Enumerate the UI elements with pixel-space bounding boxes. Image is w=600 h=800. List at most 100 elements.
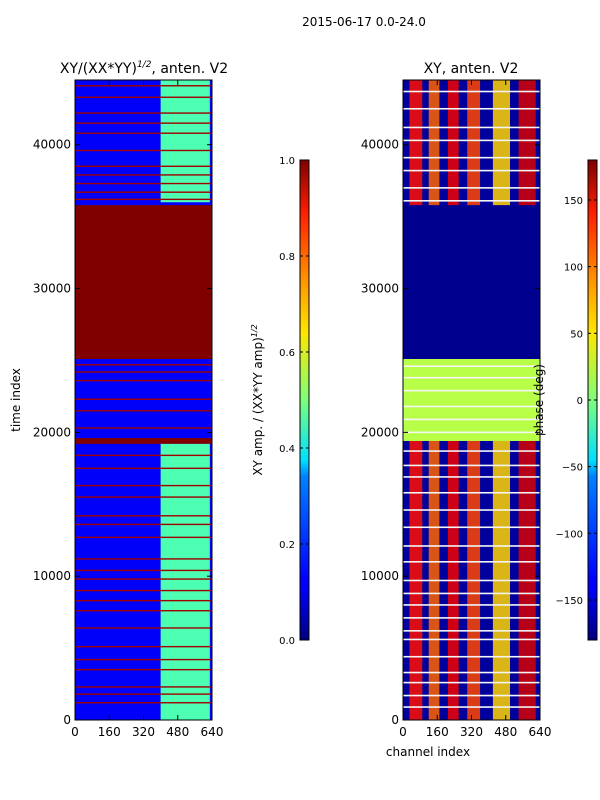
phase-x-tick-label: 160 (426, 725, 449, 739)
phase-band-row (403, 638, 540, 641)
phase-colorbar: phase (deg) −150 −100 −50 0 50 100 150 (532, 159, 598, 641)
phase-band-row (403, 431, 540, 434)
phase-band-row (403, 509, 540, 511)
amplitude-band-row (75, 467, 212, 470)
phase-band-row (403, 450, 540, 452)
phase-axis-ticks: 0 160 320 480 640 0 10000 20000 30000 40000 (361, 80, 552, 739)
phase-band-row (403, 405, 540, 408)
amplitude-region (160, 443, 210, 720)
amplitude-colorbar: 0.0 0.2 0.4 0.6 0.8 1.0 XY amp. / (XX*YY amp)… (250, 156, 310, 647)
amplitude-band-row (75, 85, 212, 87)
amplitude-title-main: XY/(XX*YY) (60, 61, 137, 77)
amplitude-y-tick-label: 20000 (33, 425, 71, 439)
phase-band-row (403, 418, 540, 421)
phase-band-row (403, 476, 540, 478)
phase-band-row (403, 604, 540, 606)
amplitude-band-row (75, 599, 212, 602)
phase-band-row (403, 200, 540, 202)
amplitude-colorbar-tick-label: 0.2 (279, 540, 295, 551)
amplitude-band-row (75, 165, 212, 167)
amplitude-band-row (75, 454, 212, 457)
phase-band-row (403, 187, 540, 189)
phase-stripe (492, 80, 511, 206)
phase-band-row (403, 671, 540, 674)
phase-band-row (403, 630, 540, 632)
amplitude-band-row (75, 112, 212, 114)
phase-band-row (403, 365, 540, 368)
phase-y-tick-label: 30000 (361, 282, 399, 296)
figure-suptitle: 2015-06-17 0.0-24.0 (302, 15, 426, 29)
amplitude-band-row (75, 668, 212, 671)
phase-band-row (403, 107, 540, 110)
amplitude-title-suffix: , anten. V2 (151, 61, 228, 77)
amplitude-band-row (75, 410, 212, 412)
phase-colorbar-tick-label: 150 (564, 196, 583, 207)
amplitude-heatmap (75, 80, 212, 720)
phase-band-row (403, 464, 540, 467)
amplitude-x-tick-label: 480 (166, 725, 189, 739)
phase-band-row (403, 169, 540, 172)
phase-band-row (403, 389, 540, 392)
phase-y-tick-label: 40000 (361, 138, 399, 152)
phase-band-row (403, 491, 540, 494)
amplitude-band-row (75, 515, 212, 517)
amplitude-band-row (75, 686, 212, 688)
phase-band-row (403, 681, 540, 684)
amplitude-y-tick-label: 40000 (33, 138, 71, 152)
amplitude-y-tick-label: 0 (63, 713, 71, 727)
phase-y-tick-label: 20000 (361, 425, 399, 439)
amplitude-region (160, 80, 210, 203)
amplitude-band-row (75, 132, 212, 134)
amplitude-panel: XY/(XX*YY)1/2, anten. V2 0 160 320 480 640 0 1… (9, 60, 228, 739)
phase-band-row (403, 90, 540, 93)
phase-band-row (403, 139, 540, 142)
phase-stripe (518, 80, 536, 206)
phase-stripe (447, 80, 459, 206)
amplitude-band-row (75, 558, 212, 560)
amplitude-band-row (75, 379, 212, 382)
phase-xlabel: channel index (386, 745, 470, 759)
phase-stripe (467, 80, 481, 206)
amplitude-band-row (75, 371, 212, 373)
phase-x-tick-label: 640 (529, 725, 552, 739)
phase-panel: XY, anten. V2 0 160 320 480 640 0 10000 20000 30… (361, 61, 552, 759)
phase-band-row (403, 655, 540, 658)
amplitude-band-row (75, 182, 212, 185)
amplitude-axis-ticks: 0 160 320 480 640 0 10000 20000 30000 40000 (33, 80, 223, 739)
amplitude-band-row (75, 658, 212, 661)
phase-colorbar-tick-label: 100 (564, 263, 583, 274)
phase-band-row (403, 126, 540, 129)
phase-colorbar-tick-label: −50 (562, 463, 583, 474)
phase-band-row (403, 156, 540, 159)
phase-band-row (403, 592, 540, 595)
amplitude-x-tick-label: 320 (132, 725, 155, 739)
amplitude-band-row (75, 609, 212, 612)
amplitude-colorbar-ticks: 0.0 0.2 0.4 0.6 0.8 1.0 (279, 156, 309, 647)
amplitude-colorbar-label-exponent: 1/2 (250, 324, 259, 337)
amplitude-colorbar-tick-label: 1.0 (279, 156, 295, 167)
amplitude-band-row (75, 496, 212, 498)
amplitude-band-row (75, 427, 212, 429)
amplitude-colorbar-label: XY amp. / (XX*YY amp)1/2 (250, 324, 265, 475)
phase-x-tick-label: 320 (460, 725, 483, 739)
amplitude-band-row (75, 122, 212, 124)
phase-band-row (403, 706, 540, 708)
phase-colorbar-tick-label: −100 (556, 529, 583, 540)
phase-band-row (403, 579, 540, 582)
amplitude-band-row (75, 364, 212, 366)
phase-colorbar-ticks: −150 −100 −50 0 50 100 150 (556, 196, 597, 607)
phase-band-row (403, 545, 540, 547)
amplitude-band-row (75, 96, 212, 98)
phase-band-row (403, 694, 540, 697)
phase-y-tick-label: 10000 (361, 569, 399, 583)
phase-colorbar-tick-label: −150 (556, 596, 583, 607)
phase-x-tick-label: 480 (494, 725, 517, 739)
phase-colorbar-label: phase (deg) (532, 364, 546, 436)
amplitude-region (75, 205, 212, 360)
amplitude-band-row (75, 174, 212, 176)
phase-y-tick-label: 0 (391, 713, 399, 727)
amplitude-band-row (75, 398, 212, 400)
amplitude-panel-title: XY/(XX*YY)1/2, anten. V2 (60, 60, 228, 77)
amplitude-band-row (75, 569, 212, 572)
phase-band-row (403, 560, 540, 563)
